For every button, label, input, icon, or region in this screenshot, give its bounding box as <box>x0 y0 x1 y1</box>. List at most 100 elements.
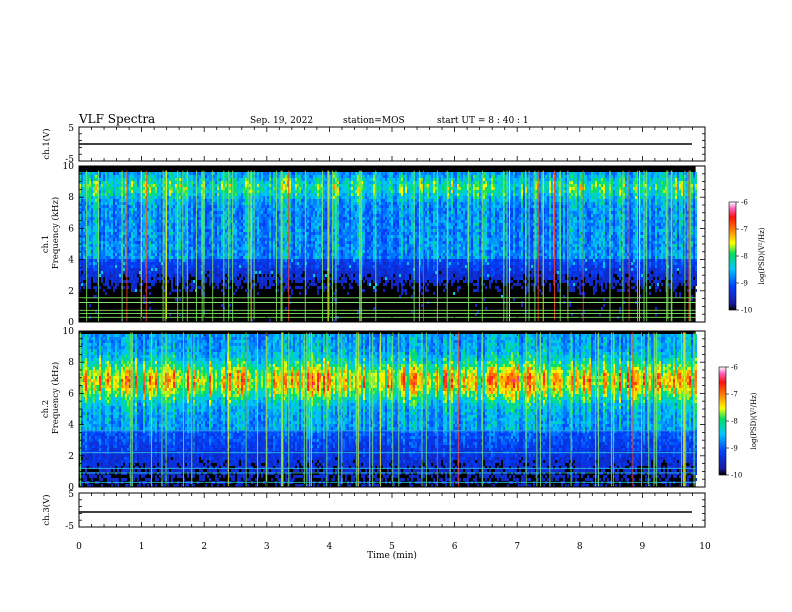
spectrogram-cell <box>259 247 261 250</box>
spectrogram-cell <box>293 232 295 235</box>
spectrogram-cell <box>193 271 195 274</box>
spectrogram-cell <box>297 175 299 178</box>
spectrogram-cell <box>87 235 89 238</box>
spectrogram-cell <box>325 262 327 265</box>
spectrogram-cell <box>151 259 153 262</box>
spectrogram-cell <box>291 220 293 223</box>
spectrogram-cell <box>197 250 199 253</box>
spectrogram-cell <box>307 184 309 187</box>
spectrogram-cell <box>183 181 185 184</box>
spectrogram-cell <box>285 175 287 178</box>
spectrogram-cell <box>299 205 301 208</box>
spectrogram-cell <box>91 178 93 181</box>
spectrogram-cell <box>93 229 95 232</box>
spectrogram-cell <box>317 289 319 292</box>
spectrogram-cell <box>271 214 273 217</box>
spectrogram-cell <box>217 259 219 262</box>
spectrogram-cell <box>207 223 209 226</box>
spectrogram-cell <box>131 265 133 268</box>
spectrogram-cell <box>237 178 239 181</box>
spectrogram-cell <box>303 238 305 241</box>
spectrogram-cell <box>255 205 257 208</box>
spectrogram-cell <box>237 244 239 247</box>
spectrogram-cell <box>155 223 157 226</box>
spectrogram-cell <box>283 268 285 271</box>
spectrogram-cell <box>173 214 175 217</box>
spectrogram-cell <box>265 253 267 256</box>
spectrogram-cell <box>91 175 93 178</box>
spectrogram-cell <box>149 265 151 268</box>
spectrogram-cell <box>189 262 191 265</box>
spectrogram-cell <box>241 241 243 244</box>
spectrogram-cell <box>295 280 297 283</box>
spectrogram-cell <box>307 199 309 202</box>
spectrogram-cell <box>267 175 269 178</box>
spectrogram-cell <box>143 274 145 277</box>
spectrogram-cell <box>169 223 171 226</box>
spectrogram-cell <box>143 256 145 259</box>
spectrogram-cell <box>271 244 273 247</box>
spectrogram-cell <box>277 229 279 232</box>
spectrogram-cell <box>169 277 171 280</box>
spectrogram-cell <box>149 220 151 223</box>
spectrogram-cell <box>259 256 261 259</box>
spectrogram-cell <box>269 277 271 280</box>
spectrogram-cell <box>93 172 95 175</box>
spectrogram-cell <box>221 205 223 208</box>
spectrogram-cell <box>107 244 109 247</box>
spectrogram-cell <box>89 193 91 196</box>
spectrogram-cell <box>225 217 227 220</box>
spectrogram-cell <box>183 244 185 247</box>
spectrogram-cell <box>209 277 211 280</box>
spectrogram-cell <box>185 202 187 205</box>
spectrogram-cell <box>193 256 195 259</box>
spectrogram-cell <box>309 205 311 208</box>
spectrogram-cell <box>91 274 93 277</box>
spectrogram-cell <box>133 238 135 241</box>
spectrogram-cell <box>193 193 195 196</box>
spectrogram-cell <box>193 253 195 256</box>
spectrogram-cell <box>229 220 231 223</box>
spectrogram-cell <box>205 277 207 280</box>
spectrogram-cell <box>239 232 241 235</box>
spectrogram-cell <box>325 205 327 208</box>
spectrogram-cell <box>295 259 297 262</box>
spectrogram-cell <box>179 172 181 175</box>
spectrogram-cell <box>133 265 135 268</box>
spectrogram-cell <box>319 214 321 217</box>
spectrogram-cell <box>205 217 207 220</box>
spectrogram-cell <box>291 292 293 295</box>
spectrogram-cell <box>263 235 265 238</box>
spectrogram-cell <box>89 238 91 241</box>
spectrogram-cell <box>81 202 83 205</box>
spectrogram-cell <box>137 229 139 232</box>
spectrogram-cell <box>91 238 93 241</box>
spectrogram-cell <box>235 283 237 286</box>
spectrogram-cell <box>117 190 119 193</box>
spectrogram-cell <box>167 229 169 232</box>
spectrogram-cell <box>81 190 83 193</box>
spectrogram-cell <box>129 223 131 226</box>
spectrogram-cell <box>107 283 109 286</box>
spectrogram-cell <box>213 208 215 211</box>
spectrogram-cell <box>137 178 139 181</box>
spectrogram-cell <box>109 217 111 220</box>
spectrogram-cell <box>295 271 297 274</box>
spectrogram-cell <box>219 184 221 187</box>
spectrogram-cell <box>83 202 85 205</box>
spectrogram-cell <box>197 175 199 178</box>
spectrogram-cell <box>313 238 315 241</box>
spectrogram-cell <box>333 220 335 223</box>
spectrogram-cell <box>95 220 97 223</box>
spectrogram-cell <box>293 265 295 268</box>
spectrogram-cell <box>271 199 273 202</box>
spectrogram-cell <box>167 175 169 178</box>
spectrogram-cell <box>135 277 137 280</box>
spectrogram-cell <box>197 277 199 280</box>
spectrogram-cell <box>209 226 211 229</box>
spectrogram-cell <box>81 175 83 178</box>
spectrogram-cell <box>317 244 319 247</box>
spectrogram-cell <box>199 217 201 220</box>
spectrogram-cell <box>167 259 169 262</box>
spectrogram-cell <box>149 214 151 217</box>
